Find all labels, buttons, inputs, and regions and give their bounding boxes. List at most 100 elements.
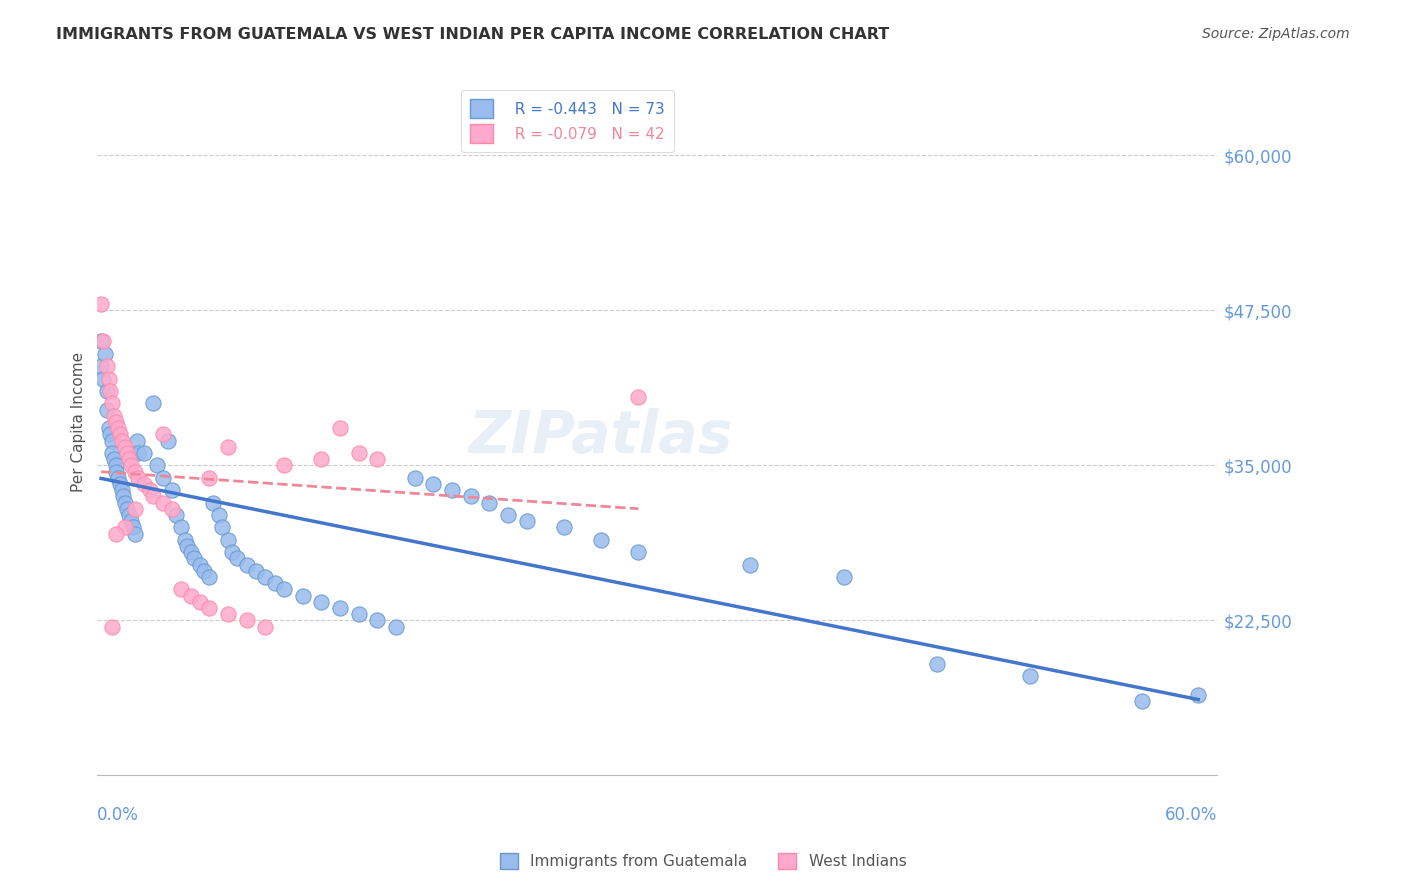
West Indians: [180, 589, 202, 603]
Immigrants from Guatemala: [1019, 669, 1042, 683]
Immigrants from Guatemala: [114, 495, 136, 509]
Immigrants from Guatemala: [291, 589, 314, 603]
Immigrants from Guatemala: [96, 402, 118, 417]
Immigrants from Guatemala: [254, 570, 277, 584]
West Indians: [347, 446, 370, 460]
Immigrants from Guatemala: [553, 520, 575, 534]
Immigrants from Guatemala: [627, 545, 650, 559]
West Indians: [107, 421, 129, 435]
West Indians: [273, 458, 295, 473]
Immigrants from Guatemala: [101, 434, 124, 448]
Immigrants from Guatemala: [170, 520, 193, 534]
West Indians: [100, 384, 122, 398]
Immigrants from Guatemala: [152, 471, 174, 485]
West Indians: [124, 465, 146, 479]
Legend:   R = -0.443   N = 73,   R = -0.079   N = 42: R = -0.443 N = 73, R = -0.079 N = 42: [461, 90, 673, 152]
Immigrants from Guatemala: [515, 514, 537, 528]
Immigrants from Guatemala: [125, 434, 148, 448]
West Indians: [108, 427, 131, 442]
Immigrants from Guatemala: [115, 501, 138, 516]
West Indians: [103, 409, 125, 423]
Immigrants from Guatemala: [347, 607, 370, 622]
Immigrants from Guatemala: [165, 508, 187, 522]
Immigrants from Guatemala: [226, 551, 249, 566]
Immigrants from Guatemala: [101, 446, 124, 460]
Immigrants from Guatemala: [1130, 694, 1153, 708]
West Indians: [91, 334, 114, 349]
Immigrants from Guatemala: [91, 371, 114, 385]
Immigrants from Guatemala: [142, 396, 165, 410]
West Indians: [118, 452, 141, 467]
Y-axis label: Per Capita Income: Per Capita Income: [72, 351, 86, 492]
Immigrants from Guatemala: [110, 483, 132, 497]
Immigrants from Guatemala: [127, 446, 149, 460]
Immigrants from Guatemala: [245, 564, 267, 578]
West Indians: [90, 297, 112, 311]
Immigrants from Guatemala: [105, 458, 128, 473]
Immigrants from Guatemala: [832, 570, 855, 584]
Immigrants from Guatemala: [90, 359, 112, 373]
West Indians: [138, 483, 160, 497]
Immigrants from Guatemala: [100, 427, 122, 442]
Immigrants from Guatemala: [496, 508, 519, 522]
Immigrants from Guatemala: [180, 545, 202, 559]
West Indians: [160, 501, 183, 516]
West Indians: [132, 477, 155, 491]
Immigrants from Guatemala: [188, 558, 211, 572]
West Indians: [110, 434, 132, 448]
West Indians: [114, 520, 136, 534]
Immigrants from Guatemala: [404, 471, 426, 485]
Immigrants from Guatemala: [120, 514, 142, 528]
Immigrants from Guatemala: [740, 558, 762, 572]
Text: IMMIGRANTS FROM GUATEMALA VS WEST INDIAN PER CAPITA INCOME CORRELATION CHART: IMMIGRANTS FROM GUATEMALA VS WEST INDIAN…: [56, 27, 890, 42]
West Indians: [101, 396, 124, 410]
Legend: Immigrants from Guatemala, West Indians: Immigrants from Guatemala, West Indians: [494, 847, 912, 875]
Immigrants from Guatemala: [193, 564, 215, 578]
Immigrants from Guatemala: [94, 347, 117, 361]
Immigrants from Guatemala: [157, 434, 180, 448]
Immigrants from Guatemala: [105, 465, 128, 479]
Immigrants from Guatemala: [591, 533, 613, 547]
Immigrants from Guatemala: [478, 495, 501, 509]
West Indians: [127, 471, 149, 485]
West Indians: [309, 452, 332, 467]
West Indians: [366, 452, 388, 467]
Immigrants from Guatemala: [174, 533, 197, 547]
Immigrants from Guatemala: [217, 533, 239, 547]
Immigrants from Guatemala: [108, 477, 131, 491]
Immigrants from Guatemala: [221, 545, 243, 559]
West Indians: [198, 601, 221, 615]
Immigrants from Guatemala: [366, 613, 388, 627]
Immigrants from Guatemala: [925, 657, 948, 671]
Immigrants from Guatemala: [422, 477, 444, 491]
Immigrants from Guatemala: [235, 558, 257, 572]
Immigrants from Guatemala: [132, 446, 155, 460]
Immigrants from Guatemala: [211, 520, 233, 534]
West Indians: [627, 390, 650, 404]
West Indians: [124, 501, 146, 516]
West Indians: [217, 440, 239, 454]
Immigrants from Guatemala: [202, 495, 225, 509]
Immigrants from Guatemala: [160, 483, 183, 497]
Immigrants from Guatemala: [121, 520, 143, 534]
Immigrants from Guatemala: [176, 539, 198, 553]
Immigrants from Guatemala: [309, 595, 332, 609]
Immigrants from Guatemala: [440, 483, 463, 497]
West Indians: [105, 415, 128, 429]
Text: ZIPatlas: ZIPatlas: [468, 408, 734, 465]
Immigrants from Guatemala: [329, 601, 352, 615]
Immigrants from Guatemala: [107, 471, 129, 485]
Immigrants from Guatemala: [124, 526, 146, 541]
Immigrants from Guatemala: [273, 582, 295, 597]
Immigrants from Guatemala: [1187, 688, 1209, 702]
West Indians: [96, 359, 118, 373]
Immigrants from Guatemala: [112, 489, 135, 503]
West Indians: [188, 595, 211, 609]
West Indians: [329, 421, 352, 435]
Immigrants from Guatemala: [460, 489, 482, 503]
Immigrants from Guatemala: [118, 508, 141, 522]
Immigrants from Guatemala: [103, 452, 125, 467]
Immigrants from Guatemala: [263, 576, 285, 591]
Immigrants from Guatemala: [208, 508, 231, 522]
West Indians: [217, 607, 239, 622]
